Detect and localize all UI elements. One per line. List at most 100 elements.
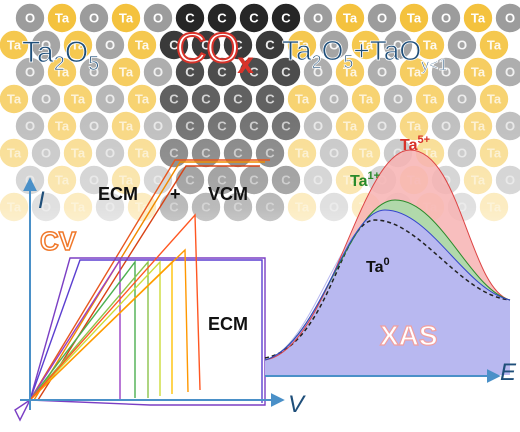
atom-label: Ta	[7, 37, 22, 52]
atom-label: O	[105, 37, 115, 52]
atom	[367, 57, 397, 87]
atom	[415, 30, 445, 60]
atom-label: Ta	[407, 10, 422, 25]
ta5-label: Ta5+	[400, 134, 430, 154]
ta1-label: Ta1+	[350, 170, 380, 190]
atom	[431, 3, 461, 33]
atom-label: C	[265, 91, 275, 106]
current-axis-label: I	[38, 187, 45, 214]
atom-label: C	[233, 37, 243, 52]
atom	[175, 3, 205, 33]
atom-label: C	[185, 64, 195, 79]
atom-label: Ta	[471, 10, 486, 25]
atom-label: Ta	[487, 37, 502, 52]
xas-label: XAS	[380, 320, 438, 351]
ta0-label: Ta0	[366, 256, 390, 276]
atom	[15, 3, 45, 33]
atom-label: O	[377, 10, 387, 25]
atom-label: Ta	[471, 64, 486, 79]
atom-label: O	[25, 64, 35, 79]
atom	[223, 30, 253, 60]
xas-curves	[264, 149, 511, 375]
atom-label: O	[441, 10, 451, 25]
atom	[335, 3, 365, 33]
atom-label: Ta	[423, 91, 438, 106]
atom-label: C	[281, 10, 291, 25]
cv-label: CV	[40, 226, 77, 256]
atom	[47, 57, 77, 87]
atom-label: O	[457, 91, 467, 106]
atom	[415, 84, 445, 114]
atom-label: C	[281, 64, 291, 79]
atom	[495, 3, 520, 33]
atom-label: C	[217, 64, 227, 79]
atom	[399, 57, 429, 87]
ecm-bottom-label: ECM	[208, 314, 248, 334]
atom	[0, 30, 29, 60]
atom	[431, 57, 461, 87]
atom	[95, 84, 125, 114]
atom-label: O	[393, 37, 403, 52]
atom-label: C	[265, 37, 275, 52]
ecm-label: ECM	[98, 184, 138, 204]
atom-label: O	[89, 64, 99, 79]
atom-label: O	[41, 91, 51, 106]
atom	[175, 57, 205, 87]
atom	[79, 57, 109, 87]
atom-label: O	[329, 37, 339, 52]
atom	[463, 3, 493, 33]
atom	[495, 57, 520, 87]
atom-label: O	[41, 37, 51, 52]
atom-label: O	[153, 10, 163, 25]
atom-label: Ta	[407, 64, 422, 79]
atom	[447, 30, 477, 60]
left-formula: Ta2O5	[22, 36, 99, 75]
atom	[143, 3, 173, 33]
atom-label: C	[185, 10, 195, 25]
atom-label: C	[169, 37, 179, 52]
atom-label: Ta	[55, 10, 70, 25]
atom	[479, 84, 509, 114]
atom	[255, 84, 285, 114]
atom-label: Ta	[71, 91, 86, 106]
right-formula: Ta2O5+TaOy<1	[282, 35, 447, 74]
atom	[287, 30, 317, 60]
atom-label: Ta	[295, 91, 310, 106]
atom-label: O	[329, 91, 339, 106]
atom-label: C	[169, 91, 179, 106]
atom	[15, 57, 45, 87]
atom-label: C	[233, 91, 243, 106]
atom	[271, 3, 301, 33]
atom	[335, 57, 365, 87]
atom-label: Ta	[487, 91, 502, 106]
atom	[143, 57, 173, 87]
atom-label: Ta	[135, 91, 150, 106]
atom-label: O	[441, 64, 451, 79]
atom	[127, 30, 157, 60]
atom-label: C	[249, 10, 259, 25]
atom	[399, 3, 429, 33]
atom-label: Ta	[55, 64, 70, 79]
atom	[447, 84, 477, 114]
atom-label: O	[105, 91, 115, 106]
atom-label: C	[201, 91, 211, 106]
atom-label: O	[313, 64, 323, 79]
atom	[239, 3, 269, 33]
middle-formula: COx	[176, 24, 252, 78]
atom	[63, 84, 93, 114]
atom	[383, 30, 413, 60]
atom	[159, 30, 189, 60]
atom	[351, 30, 381, 60]
atom-label: O	[25, 10, 35, 25]
atom	[191, 84, 221, 114]
atom-label: O	[505, 10, 515, 25]
atom-label: Ta	[423, 37, 438, 52]
atom-label: C	[217, 10, 227, 25]
atom	[79, 3, 109, 33]
atom	[223, 84, 253, 114]
voltage-axis-label: V	[288, 391, 306, 418]
atom-label: Ta	[343, 64, 358, 79]
atom	[271, 57, 301, 87]
atom	[351, 84, 381, 114]
